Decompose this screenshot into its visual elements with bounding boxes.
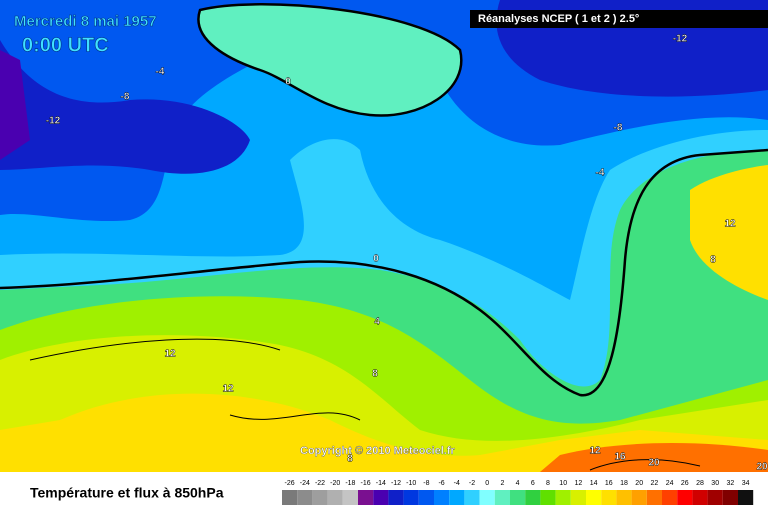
scale-swatch [677, 490, 693, 505]
scale-label: 6 [531, 480, 535, 487]
scale-swatch [449, 490, 465, 505]
copyright: Copyright © 2010 Meteociel.fr [300, 445, 456, 457]
scale-label: 14 [590, 480, 598, 487]
scale-label: 16 [605, 480, 613, 487]
scale-label: 34 [742, 480, 750, 487]
scale-swatch [555, 490, 571, 505]
scale-swatch [662, 490, 678, 505]
scale-swatch [525, 490, 541, 505]
scale-swatch [540, 490, 556, 505]
map-date: Mercredi 8 mai 1957 [14, 13, 157, 30]
contour-label: -4 [596, 168, 605, 179]
scale-label: -14 [376, 480, 386, 487]
scale-swatch [373, 490, 389, 505]
scale-swatch [358, 490, 374, 505]
legend-title: Température et flux à 850hPa [30, 485, 224, 501]
contour-label: -12 [673, 34, 688, 45]
scale-label: 32 [727, 480, 735, 487]
scale-label: 20 [635, 480, 643, 487]
scale-label: 12 [575, 480, 583, 487]
contour-label: -12 [46, 116, 61, 127]
scale-label: -24 [300, 480, 310, 487]
contour-label: 8 [347, 454, 353, 465]
contour-label: 12 [164, 349, 176, 360]
scale-label: 10 [559, 480, 567, 487]
scale-label: 18 [620, 480, 628, 487]
scale-label: 28 [696, 480, 704, 487]
scale-label: -22 [315, 480, 325, 487]
scale-swatch [403, 490, 419, 505]
scale-swatch [692, 490, 708, 505]
scale-label: 30 [711, 480, 719, 487]
contour-label: 20 [648, 458, 660, 469]
contour-label: 12 [724, 219, 736, 230]
scale-label: 8 [546, 480, 550, 487]
contour-label: -8 [121, 92, 130, 103]
contour-label: 12 [589, 446, 601, 457]
contour-labels: -4 -8 -12 0 -12 -8 -4 12 8 0 4 12 8 12 12 16 20 8 20 [46, 33, 768, 473]
scale-label: 22 [651, 480, 659, 487]
scale-swatch [494, 490, 510, 505]
scale-label: -4 [454, 480, 460, 487]
scale-swatch [722, 490, 738, 505]
scale-label: 26 [681, 480, 689, 487]
source-box [470, 10, 768, 28]
scale-swatch [479, 490, 495, 505]
scale-label: -20 [330, 480, 340, 487]
contour-label: 8 [710, 255, 716, 266]
scale-swatch [388, 490, 404, 505]
scale-label: 2 [500, 480, 504, 487]
scale-swatch [510, 490, 526, 505]
scale-label: 24 [666, 480, 674, 487]
contour-label: 4 [374, 317, 380, 328]
map-time: 0:00 UTC [22, 34, 109, 56]
scale-label: 4 [516, 480, 520, 487]
scale-swatch [342, 490, 358, 505]
contour-label: 20 [756, 462, 768, 473]
scale-swatch [434, 490, 450, 505]
scale-swatch [282, 490, 298, 505]
scale-label: -8 [423, 480, 429, 487]
scale-swatch [616, 490, 632, 505]
scale-swatch [631, 490, 647, 505]
scale-swatch [312, 490, 328, 505]
contour-label: -8 [614, 123, 623, 134]
scale-label: -2 [469, 480, 475, 487]
contour-label: -4 [156, 67, 165, 78]
scale-label: -6 [438, 480, 444, 487]
temperature-field [0, 0, 768, 472]
contour-label: 12 [222, 384, 234, 395]
scale-label: -26 [285, 480, 295, 487]
scale-swatch [586, 490, 602, 505]
color-scale: -26 -24 -22 -20 -18 -16 -14 -12 -10 -8 -6 -4 -2 0 2 4 6 8… [282, 480, 754, 505]
scale-label: 0 [485, 480, 489, 487]
contour-label: 8 [372, 369, 378, 380]
contour-label: 16 [614, 452, 626, 463]
scale-label: -10 [406, 480, 416, 487]
scale-label: -12 [391, 480, 401, 487]
scale-swatch [327, 490, 343, 505]
scale-swatch [601, 490, 617, 505]
scale-swatch [646, 490, 662, 505]
scale-label: -18 [345, 480, 355, 487]
scale-swatch [418, 490, 434, 505]
scale-label: -16 [361, 480, 371, 487]
scale-swatch [707, 490, 723, 505]
contour-label: 0 [285, 77, 291, 88]
scale-swatch [570, 490, 586, 505]
scale-swatch [738, 490, 754, 505]
scale-swatch [297, 490, 313, 505]
scale-swatch [464, 490, 480, 505]
contour-label: 0 [373, 254, 379, 265]
source-label: Réanalyses NCEP ( 1 et 2 ) 2.5° [478, 13, 639, 25]
